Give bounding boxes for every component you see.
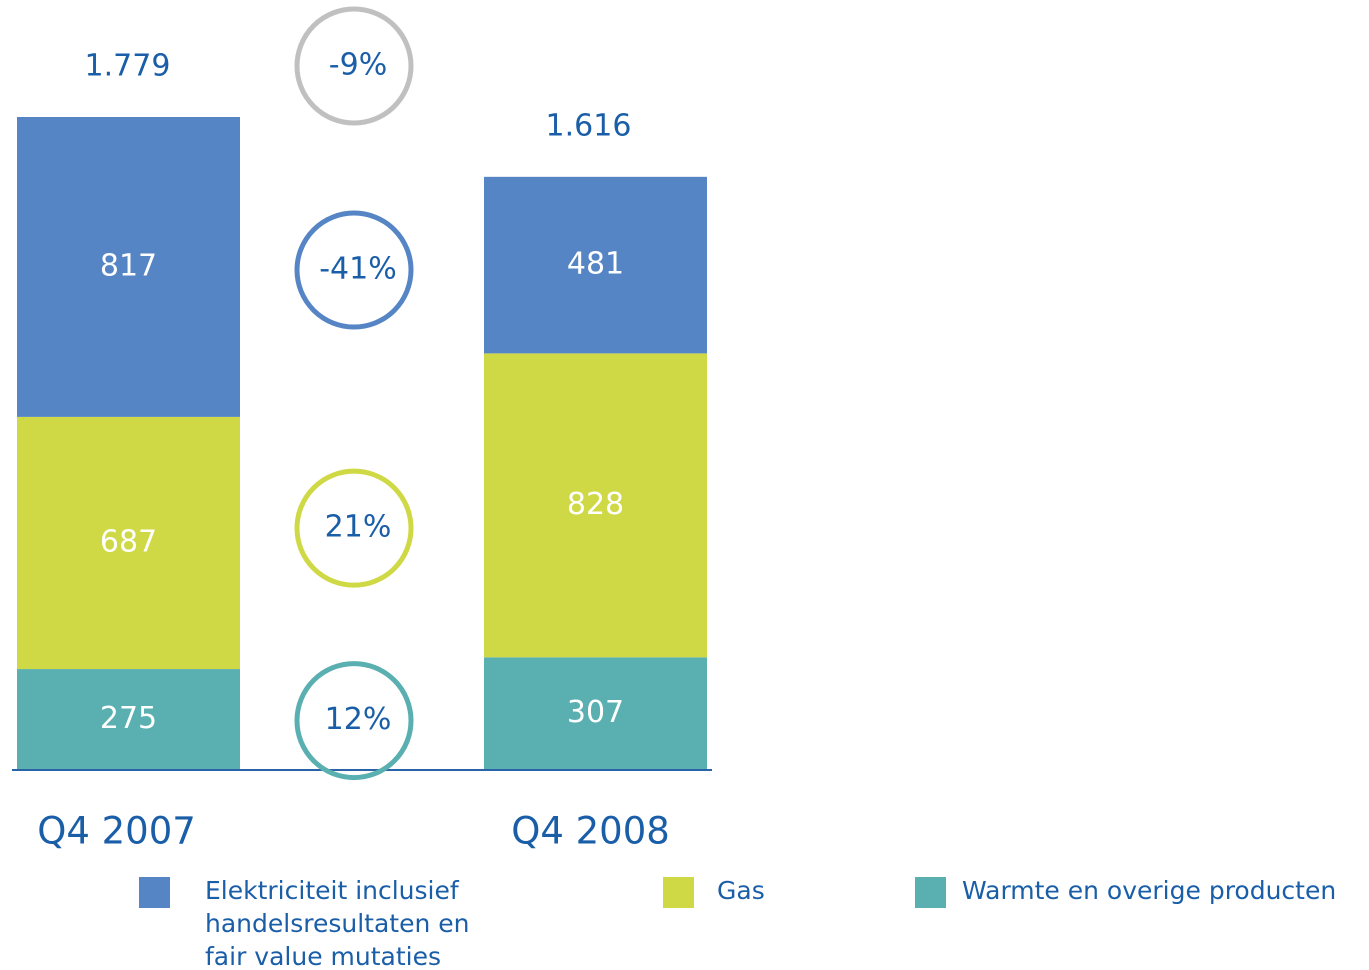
legend-label: Warmte en overige producten bbox=[962, 876, 1337, 905]
total-label: 1.779 bbox=[85, 49, 171, 84]
change-circle bbox=[294, 468, 414, 588]
change-label: 21% bbox=[325, 510, 392, 545]
bar-segment bbox=[484, 657, 707, 770]
legend-swatch bbox=[139, 877, 170, 908]
change-circle bbox=[294, 6, 414, 126]
data-label: 307 bbox=[567, 695, 624, 730]
change-label: -41% bbox=[319, 252, 397, 287]
x-tick-label: Q4 2008 bbox=[511, 810, 670, 853]
change-label: -9% bbox=[329, 48, 387, 83]
legend-swatch bbox=[663, 877, 694, 908]
data-label: 687 bbox=[100, 524, 157, 559]
data-label: 275 bbox=[100, 701, 157, 736]
bar-segment bbox=[17, 117, 240, 417]
change-label: 12% bbox=[325, 702, 392, 737]
data-label: 817 bbox=[100, 248, 157, 283]
change-circle bbox=[294, 661, 414, 781]
bar-segment bbox=[17, 416, 240, 670]
bar-segment bbox=[17, 669, 240, 770]
legend-swatch bbox=[915, 877, 946, 908]
data-label: 481 bbox=[567, 247, 624, 282]
bar-segment bbox=[484, 176, 707, 354]
total-label: 1.616 bbox=[546, 108, 632, 143]
x-tick-label: Q4 2007 bbox=[37, 810, 196, 853]
change-circle bbox=[294, 210, 414, 330]
legend-label: Elektriciteit inclusief handelsresultate… bbox=[205, 876, 470, 970]
data-label: 828 bbox=[567, 487, 624, 522]
legend-label: Gas bbox=[717, 876, 765, 905]
bar-segment bbox=[484, 353, 707, 658]
